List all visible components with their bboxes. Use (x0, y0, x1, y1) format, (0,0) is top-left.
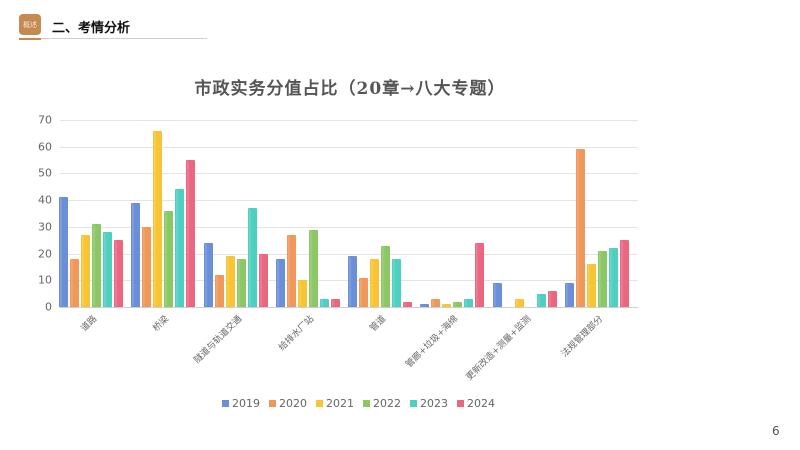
legend-swatch-icon (363, 400, 370, 407)
chart-title: 市政实务分值占比（20章→八大专题） (194, 79, 506, 99)
gridline (60, 173, 638, 175)
legend-swatch-icon (269, 400, 276, 407)
bar-2024 (258, 253, 268, 307)
bar-2023 (608, 248, 618, 307)
x-tick-label: 法规管理部分 (559, 314, 606, 360)
legend-label: 2024 (467, 397, 495, 410)
y-tick-label: 50 (38, 166, 52, 180)
y-tick-label: 40 (38, 193, 52, 207)
gridline (60, 146, 638, 148)
bar-2019 (203, 242, 213, 307)
bar-2019 (275, 258, 285, 307)
y-tick-label: 60 (38, 140, 52, 154)
bar-2020 (70, 258, 80, 307)
bar-2024 (330, 299, 340, 307)
bar-2021 (297, 280, 307, 307)
bar-2024 (114, 240, 124, 307)
bar-2022 (236, 258, 246, 307)
y-tick-label: 30 (38, 220, 52, 234)
legend-item-2024: 2024 (457, 397, 495, 410)
legend-swatch-icon (410, 400, 417, 407)
bar-2022 (308, 229, 318, 307)
bar-2019 (492, 282, 502, 307)
legend-swatch-icon (457, 400, 464, 407)
plot-area: 0 10 20 30 40 50 60 70 (38, 114, 638, 314)
gridline (60, 253, 638, 255)
bar-2020 (575, 149, 585, 307)
bar-2021 (225, 256, 235, 307)
bar-2019 (348, 256, 358, 307)
y-tick-label: 20 (38, 247, 52, 261)
x-tick-label: 隧道与轨道交通 (192, 314, 244, 366)
legend-item-2022: 2022 (363, 397, 401, 410)
bar-2022 (164, 210, 174, 307)
bar-2024 (475, 242, 485, 307)
bar-2021 (442, 304, 452, 307)
y-tick-label: 70 (38, 113, 52, 127)
legend-swatch-icon (222, 400, 229, 407)
gridline (60, 226, 638, 228)
bar-2023 (247, 208, 257, 307)
bar-2022 (92, 224, 102, 307)
section-badge: 概述 (19, 14, 41, 35)
bar-2021 (81, 234, 91, 307)
legend-label: 2023 (420, 397, 448, 410)
bar-2024 (186, 160, 196, 307)
bar-2024 (403, 301, 413, 307)
bar-2020 (431, 299, 441, 307)
x-tick-label: 给排水厂站 (277, 314, 317, 354)
x-tick-label: 桥梁 (151, 314, 172, 334)
bar-2020 (214, 274, 224, 307)
bar-2022 (381, 245, 391, 307)
legend-label: 2021 (326, 397, 354, 410)
bar-2023 (103, 232, 113, 307)
legend-item-2019: 2019 (222, 397, 260, 410)
bar-2023 (464, 299, 474, 307)
x-tick-label: 更新改造+测量+监测 (464, 314, 533, 383)
bar-2023 (175, 189, 185, 307)
bar-2023 (319, 299, 329, 307)
header-divider (41, 38, 207, 39)
chart-legend: 2019 2020 2021 2022 2023 2024 (222, 397, 495, 410)
bar-2023 (392, 258, 402, 307)
gridline (60, 200, 638, 202)
bar-2024 (619, 240, 629, 307)
bar-2022 (597, 250, 607, 307)
bar-2023 (536, 293, 546, 307)
bar-2022 (453, 301, 463, 307)
legend-item-2020: 2020 (269, 397, 307, 410)
gridline (60, 120, 638, 121)
bar-2019 (420, 304, 430, 307)
bar-2021 (370, 258, 380, 307)
legend-swatch-icon (316, 400, 323, 407)
legend-item-2021: 2021 (316, 397, 354, 410)
legend-label: 2019 (232, 397, 260, 410)
legend-item-2023: 2023 (410, 397, 448, 410)
legend-label: 2020 (279, 397, 307, 410)
bar-2021 (586, 264, 596, 307)
legend-label: 2022 (373, 397, 401, 410)
bar-2024 (547, 290, 557, 307)
x-tick-label: 管道 (368, 314, 389, 334)
bar-2021 (514, 299, 524, 307)
y-tick-label: 0 (45, 300, 52, 314)
bar-2019 (59, 197, 69, 307)
bar-2019 (564, 282, 574, 307)
bar-2019 (131, 202, 141, 307)
bar-2020 (359, 277, 369, 307)
bar-2020 (142, 226, 152, 307)
x-tick-label: 道路 (79, 314, 100, 334)
bar-2020 (286, 234, 296, 307)
gridline (60, 307, 638, 308)
section-title: 二、考情分析 (52, 21, 131, 36)
badge-underline (19, 38, 41, 40)
section-header: 概述 二、考情分析 (19, 14, 207, 40)
bar-2021 (153, 130, 163, 307)
y-tick-label: 10 (38, 273, 52, 287)
page-number: 6 (772, 424, 780, 438)
x-tick-label: 管廊+垃圾+海绵 (404, 314, 461, 371)
